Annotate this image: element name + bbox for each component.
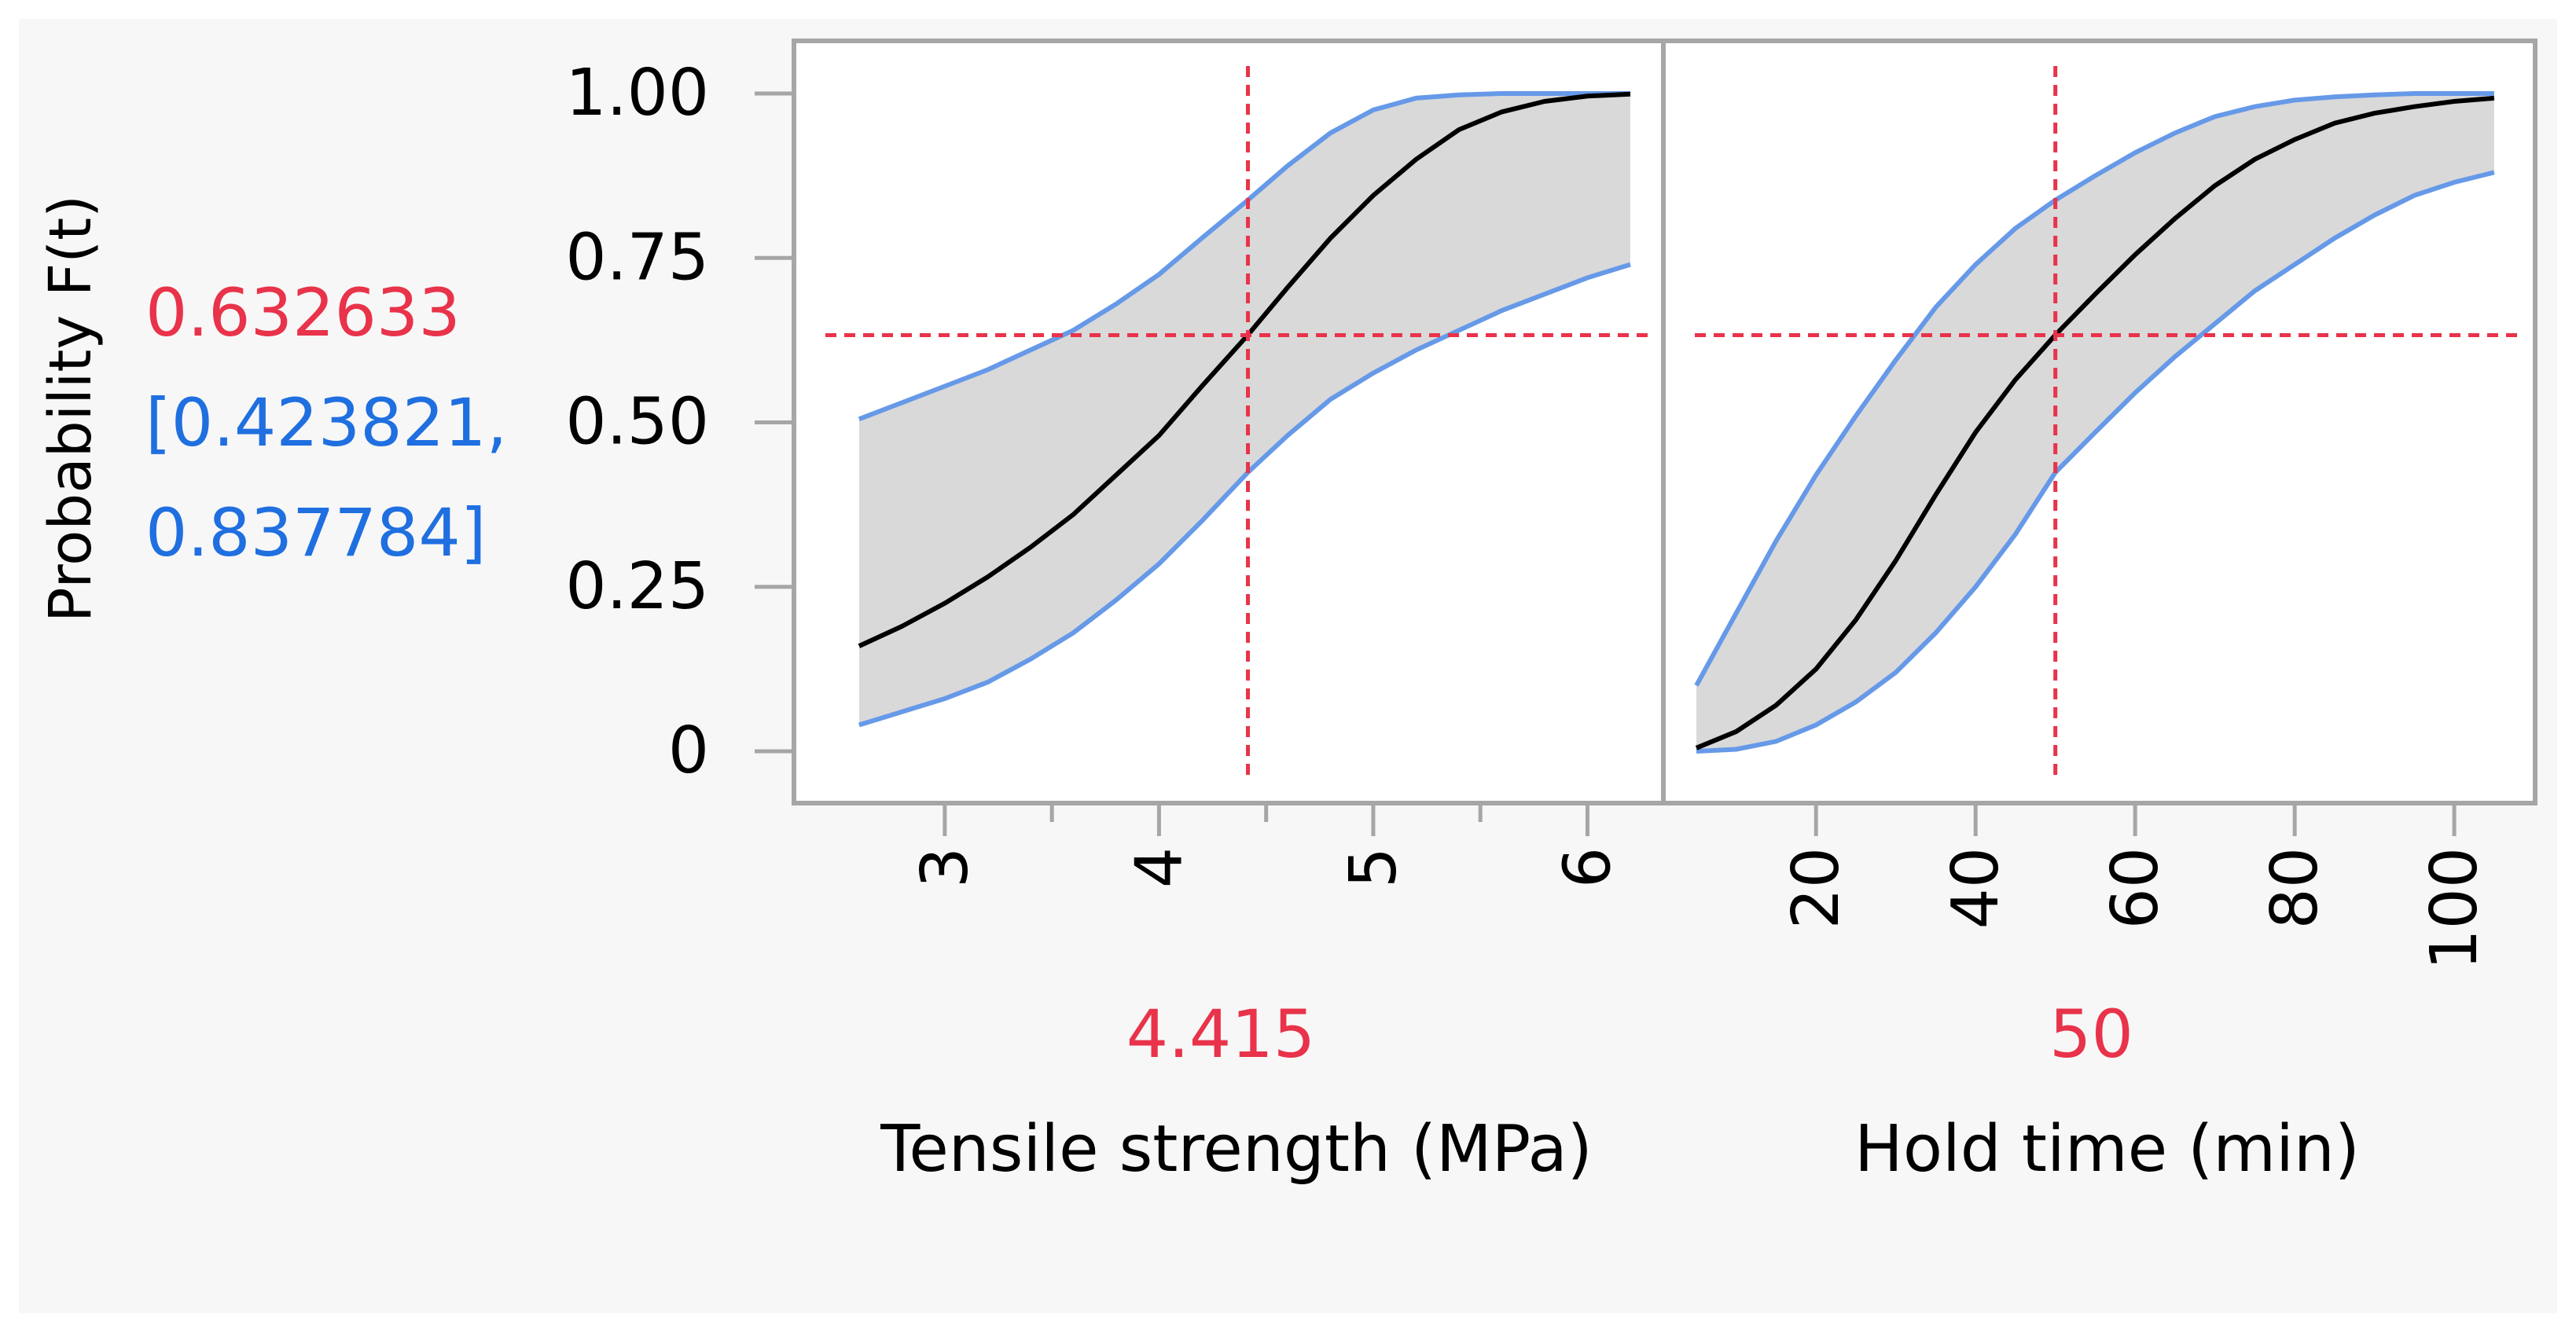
lower-bound-line [1696,170,2495,754]
x-tick-label: 100 [2417,847,2492,971]
y-tick-label: 1.00 [565,56,709,130]
y-tick-label: 0.50 [565,385,709,460]
y-tick-label: 0.25 [565,549,709,624]
x-tick-label: 6 [1551,847,1626,888]
x-tick-label: 3 [908,847,983,888]
y-tick-label: 0 [668,714,709,788]
x-axis-label: Hold time (min) [1854,1112,2360,1187]
upper-bound-line [1694,91,2494,687]
x-tick-label: 5 [1336,847,1411,888]
x-tick-label: 40 [1938,847,2013,929]
x-axis-label: Tensile strength (MPa) [880,1112,1593,1187]
x-tick-label: 60 [2098,847,2173,929]
confidence-band [858,94,1630,725]
confidence-band [1696,94,2494,751]
current-x-value: 50 [2049,996,2133,1073]
panel-1: 3 4 5 6 4.415 Tensile strength (MPa) [794,41,1663,1187]
confidence-interval-upper: 0.837784] [145,494,487,571]
x-tick-label: 20 [1779,847,1854,929]
current-x-value: 4.415 [1126,996,1315,1073]
current-probability-value: 0.632633 [145,274,461,351]
x-tick-label: 4 [1122,847,1196,888]
confidence-interval-lower: [0.423821, [145,384,507,461]
y-axis-label: Probability F(t) [37,195,105,622]
x-tick-label: 80 [2258,847,2332,929]
y-tick-label: 0.75 [565,220,709,295]
estimate-line [1695,95,2495,750]
panel-2: 20 40 60 80 100 50 Hold time (min) [1663,41,2535,1187]
